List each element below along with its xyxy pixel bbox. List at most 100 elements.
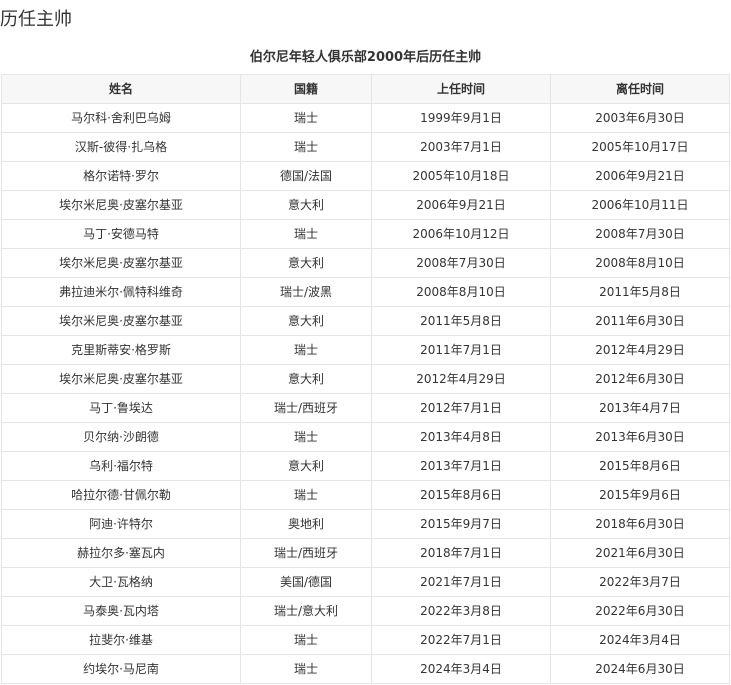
cell-start-date: 2012年4月29日: [371, 364, 551, 394]
cell-end-date: 2005年10月17日: [550, 132, 730, 162]
cell-start-date: 2006年9月21日: [371, 190, 551, 220]
cell-name: 弗拉迪米尔·佩特科维奇: [1, 277, 241, 307]
table-row: 约埃尔·马尼南 瑞士 2024年3月4日 2024年6月30日: [1, 654, 730, 684]
table-row: 贝尔纳·沙朗德 瑞士 2013年4月8日 2013年6月30日: [1, 422, 730, 452]
cell-nationality: 意大利: [240, 190, 372, 220]
cell-end-date: 2006年10月11日: [550, 190, 730, 220]
section-title: 历任主帅: [0, 9, 72, 30]
cell-nationality: 瑞士: [240, 654, 372, 684]
cell-nationality: 瑞士/西班牙: [240, 538, 372, 568]
cell-start-date: 2012年7月1日: [371, 393, 551, 423]
cell-name: 贝尔纳·沙朗德: [1, 422, 241, 452]
cell-start-date: 2013年4月8日: [371, 422, 551, 452]
header-nationality: 国籍: [240, 74, 372, 104]
cell-end-date: 2015年9月6日: [550, 480, 730, 510]
cell-nationality: 瑞士/波黑: [240, 277, 372, 307]
cell-end-date: 2008年7月30日: [550, 219, 730, 249]
cell-start-date: 2021年7月1日: [371, 567, 551, 597]
table-caption: 伯尔尼年轻人俱乐部2000年后历任主帅: [249, 50, 482, 65]
cell-end-date: 2015年8月6日: [550, 451, 730, 481]
cell-end-date: 2012年6月30日: [550, 364, 730, 394]
cell-name: 格尔诺特·罗尔: [1, 161, 241, 191]
cell-name: 哈拉尔德·甘佩尔勒: [1, 480, 241, 510]
table-row: 埃尔米尼奥·皮塞尔基亚 意大利 2006年9月21日 2006年10月11日: [1, 190, 730, 220]
cell-name: 汉斯-彼得·扎乌格: [1, 132, 241, 162]
cell-end-date: 2022年6月30日: [550, 596, 730, 626]
table-row: 阿迪·许特尔 奥地利 2015年9月7日 2018年6月30日: [1, 509, 730, 539]
cell-end-date: 2011年6月30日: [550, 306, 730, 336]
cell-name: 埃尔米尼奥·皮塞尔基亚: [1, 248, 241, 278]
cell-name: 拉斐尔·维基: [1, 625, 241, 655]
cell-nationality: 奥地利: [240, 509, 372, 539]
cell-start-date: 2018年7月1日: [371, 538, 551, 568]
table-row: 马丁·鲁埃达 瑞士/西班牙 2012年7月1日 2013年4月7日: [1, 393, 730, 423]
cell-start-date: 2022年3月8日: [371, 596, 551, 626]
header-start-date: 上任时间: [371, 74, 551, 104]
cell-nationality: 瑞士: [240, 422, 372, 452]
table-row: 克里斯蒂安·格罗斯 瑞士 2011年7月1日 2012年4月29日: [1, 335, 730, 365]
cell-end-date: 2011年5月8日: [550, 277, 730, 307]
cell-name: 阿迪·许特尔: [1, 509, 241, 539]
table-row: 埃尔米尼奥·皮塞尔基亚 意大利 2011年5月8日 2011年6月30日: [1, 306, 730, 336]
cell-start-date: 2006年10月12日: [371, 219, 551, 249]
table-row: 赫拉尔多·塞瓦内 瑞士/西班牙 2018年7月1日 2021年6月30日: [1, 538, 730, 568]
cell-end-date: 2024年6月30日: [550, 654, 730, 684]
cell-name: 马丁·鲁埃达: [1, 393, 241, 423]
table-row: 乌利·福尔特 意大利 2013年7月1日 2015年8月6日: [1, 451, 730, 481]
table-row: 埃尔米尼奥·皮塞尔基亚 意大利 2008年7月30日 2008年8月10日: [1, 248, 730, 278]
cell-name: 马尔科·舍利巴乌姆: [1, 103, 241, 133]
table-row: 埃尔米尼奥·皮塞尔基亚 意大利 2012年4月29日 2012年6月30日: [1, 364, 730, 394]
cell-nationality: 瑞士: [240, 335, 372, 365]
cell-name: 克里斯蒂安·格罗斯: [1, 335, 241, 365]
cell-nationality: 瑞士: [240, 103, 372, 133]
cell-start-date: 2003年7月1日: [371, 132, 551, 162]
table-row: 马泰奥·瓦内塔 瑞士/意大利 2022年3月8日 2022年6月30日: [1, 596, 730, 626]
cell-end-date: 2012年4月29日: [550, 335, 730, 365]
cell-end-date: 2024年3月4日: [550, 625, 730, 655]
table-row: 汉斯-彼得·扎乌格 瑞士 2003年7月1日 2005年10月17日: [1, 132, 730, 162]
cell-name: 埃尔米尼奥·皮塞尔基亚: [1, 190, 241, 220]
cell-start-date: 2008年7月30日: [371, 248, 551, 278]
cell-start-date: 2024年3月4日: [371, 654, 551, 684]
cell-start-date: 2022年7月1日: [371, 625, 551, 655]
cell-name: 乌利·福尔特: [1, 451, 241, 481]
cell-nationality: 意大利: [240, 364, 372, 394]
cell-name: 马泰奥·瓦内塔: [1, 596, 241, 626]
cell-end-date: 2022年3月7日: [550, 567, 730, 597]
table-row: 哈拉尔德·甘佩尔勒 瑞士 2015年8月6日 2015年9月6日: [1, 480, 730, 510]
table-row: 马丁·安德马特 瑞士 2006年10月12日 2008年7月30日: [1, 219, 730, 249]
cell-end-date: 2018年6月30日: [550, 509, 730, 539]
cell-nationality: 德国/法国: [240, 161, 372, 191]
cell-name: 埃尔米尼奥·皮塞尔基亚: [1, 306, 241, 336]
cell-start-date: 2015年9月7日: [371, 509, 551, 539]
cell-nationality: 瑞士/西班牙: [240, 393, 372, 423]
table-row: 格尔诺特·罗尔 德国/法国 2005年10月18日 2006年9月21日: [1, 161, 730, 191]
cell-start-date: 1999年9月1日: [371, 103, 551, 133]
table-header-row: 姓名 国籍 上任时间 离任时间: [1, 74, 730, 104]
cell-end-date: 2021年6月30日: [550, 538, 730, 568]
cell-end-date: 2013年4月7日: [550, 393, 730, 423]
cell-nationality: 瑞士/意大利: [240, 596, 372, 626]
cell-start-date: 2011年5月8日: [371, 306, 551, 336]
cell-nationality: 美国/德国: [240, 567, 372, 597]
cell-name: 大卫·瓦格纳: [1, 567, 241, 597]
cell-name: 埃尔米尼奥·皮塞尔基亚: [1, 364, 241, 394]
header-name: 姓名: [1, 74, 241, 104]
coaches-table: 姓名 国籍 上任时间 离任时间 马尔科·舍利巴乌姆 瑞士 1999年9月1日 2003…: [1, 74, 730, 684]
table-row: 弗拉迪米尔·佩特科维奇 瑞士/波黑 2008年8月10日 2011年5月8日: [1, 277, 730, 307]
cell-nationality: 意大利: [240, 451, 372, 481]
table-row: 大卫·瓦格纳 美国/德国 2021年7月1日 2022年3月7日: [1, 567, 730, 597]
cell-nationality: 意大利: [240, 306, 372, 336]
cell-start-date: 2013年7月1日: [371, 451, 551, 481]
cell-start-date: 2015年8月6日: [371, 480, 551, 510]
header-end-date: 离任时间: [550, 74, 730, 104]
cell-name: 赫拉尔多·塞瓦内: [1, 538, 241, 568]
cell-start-date: 2011年7月1日: [371, 335, 551, 365]
cell-end-date: 2008年8月10日: [550, 248, 730, 278]
cell-start-date: 2008年8月10日: [371, 277, 551, 307]
table-row: 马尔科·舍利巴乌姆 瑞士 1999年9月1日 2003年6月30日: [1, 103, 730, 133]
cell-nationality: 瑞士: [240, 480, 372, 510]
cell-nationality: 意大利: [240, 248, 372, 278]
cell-name: 马丁·安德马特: [1, 219, 241, 249]
cell-end-date: 2006年9月21日: [550, 161, 730, 191]
